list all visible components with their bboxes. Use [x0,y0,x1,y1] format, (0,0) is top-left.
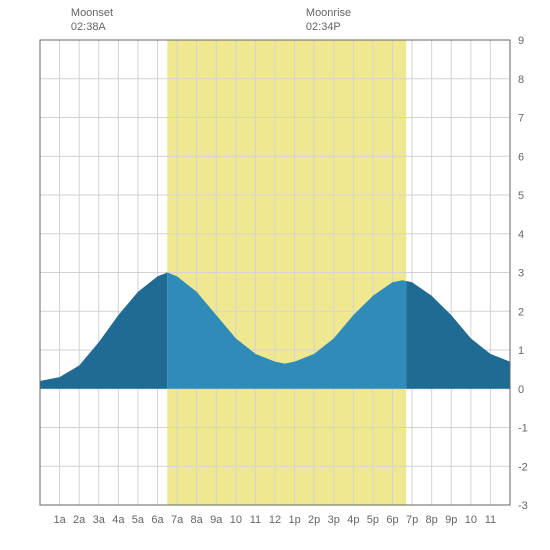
x-tick-label: 8p [426,514,438,526]
x-tick-label: 9p [445,514,457,526]
grid [40,40,510,505]
x-axis-labels: 1a 2a 3a 4a 5a 6a 7a 8a 9a 10 11 12 1p 2p 3p 4p 5p 6p 7p 8p… [53,514,496,526]
x-tick-label: 5p [367,514,379,526]
y-tick-label: 2 [518,306,524,318]
moonrise-annotation: Moonrise 02:34P [306,6,351,35]
moonrise-title: Moonrise [306,6,351,20]
x-tick-label: 6a [151,514,164,526]
x-tick-label: 11 [485,514,496,526]
y-tick-label: 9 [518,35,524,47]
x-tick-label: 1a [53,514,66,526]
x-tick-label: 5a [132,514,145,526]
y-tick-label: -3 [518,500,528,512]
y-tick-label: 8 [518,74,524,86]
tide-chart: Moonset 02:38A Moonrise 02:34P -3-2-1012… [0,0,550,550]
x-tick-label: 10 [230,514,242,526]
x-tick-label: 10 [465,514,477,526]
y-tick-label: 7 [518,113,524,125]
moonset-time: 02:38A [71,20,113,34]
x-tick-label: 9a [210,514,223,526]
y-tick-label: 5 [518,190,524,202]
x-tick-label: 7p [406,514,418,526]
tide-area-night-right [406,281,510,389]
y-tick-label: 3 [518,268,524,280]
x-tick-label: 6p [386,514,398,526]
y-axis-labels: -3 -2 -1 0 1 2 3 4 5 6 7 8 9 [518,35,528,512]
x-tick-label: 2a [73,514,86,526]
x-tick-label: 3p [328,514,340,526]
x-tick-label: 2p [308,514,320,526]
y-tick-label: 1 [518,345,524,357]
x-tick-label: 1p [288,514,300,526]
y-tick-label: 6 [518,151,524,163]
moonset-annotation: Moonset 02:38A [71,6,113,35]
chart-svg: -3-2-101234567891a2a3a4a5a6a7a8a9a101112… [0,0,550,550]
x-tick-label: 11 [250,514,261,526]
x-tick-label: 3a [93,514,106,526]
y-tick-label: -2 [518,461,528,473]
x-tick-label: 4p [347,514,359,526]
x-tick-label: 12 [269,514,281,526]
x-tick-label: 8a [191,514,204,526]
x-tick-label: 7a [171,514,184,526]
y-tick-label: 0 [518,384,524,396]
y-tick-label: 4 [518,229,524,241]
moonrise-time: 02:34P [306,20,351,34]
moonset-title: Moonset [71,6,113,20]
y-tick-label: -1 [518,423,528,435]
x-tick-label: 4a [112,514,125,526]
